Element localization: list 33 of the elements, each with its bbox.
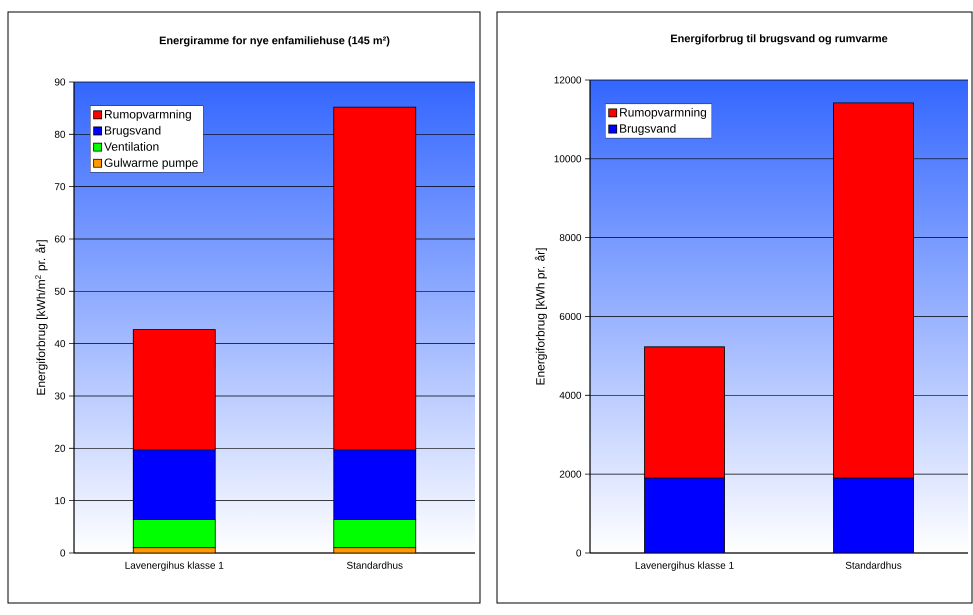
chart-title: Energiramme for nye enfamiliehuse (145 m²) (160, 36, 390, 47)
legend-label: Brugsvand (105, 126, 160, 138)
y-tick-label: 80 (54, 130, 66, 138)
y-tick-label: 4000 (560, 392, 582, 399)
y-tick-label: 10 (55, 497, 66, 504)
x-tick-label: Standardhus (346, 562, 403, 569)
legend-label: Gulwarme pumpe (104, 158, 198, 170)
x-tick-label: Lavenergihus klasse 1 (636, 562, 734, 571)
y-axis-title: Energiforbrug [kWh/m$^{2}$ pr. år] (35, 240, 48, 395)
legend-label: Brugsvand (620, 124, 676, 136)
chart-title: Energiforbrug til brugsvand og rumvarme (671, 34, 888, 44)
bar (644, 478, 725, 553)
y-tick-label: 70 (54, 183, 66, 190)
y-tick-label: 6000 (560, 312, 582, 320)
y-tick-label: 30 (54, 392, 66, 400)
y-tick-label: 50 (54, 288, 66, 295)
x-tick-label: Lavenergihus klasse 1 (126, 562, 224, 571)
y-tick-label: 0 (60, 549, 66, 557)
y-tick-label: 2000 (560, 470, 582, 478)
y-axis-title: Energiforbrug [kWh pr. år] (534, 248, 547, 384)
y-tick-label: 12000 (554, 76, 582, 84)
legend-label: Ventilation (104, 142, 158, 151)
legend-label: Rumopvarmning (105, 110, 191, 121)
y-tick-label: 60 (54, 235, 66, 243)
y-tick-label: 90 (54, 78, 66, 86)
bar (833, 478, 914, 553)
y-tick-label: 10000 (554, 155, 582, 162)
x-tick-label: Standardhus (846, 562, 902, 569)
y-tick-label: 0 (576, 549, 582, 557)
y-tick-label: 40 (54, 340, 66, 348)
y-tick-label: 8000 (560, 234, 582, 242)
legend-label: Rumopvarmning (620, 108, 706, 119)
y-tick-label: 20 (54, 444, 66, 452)
